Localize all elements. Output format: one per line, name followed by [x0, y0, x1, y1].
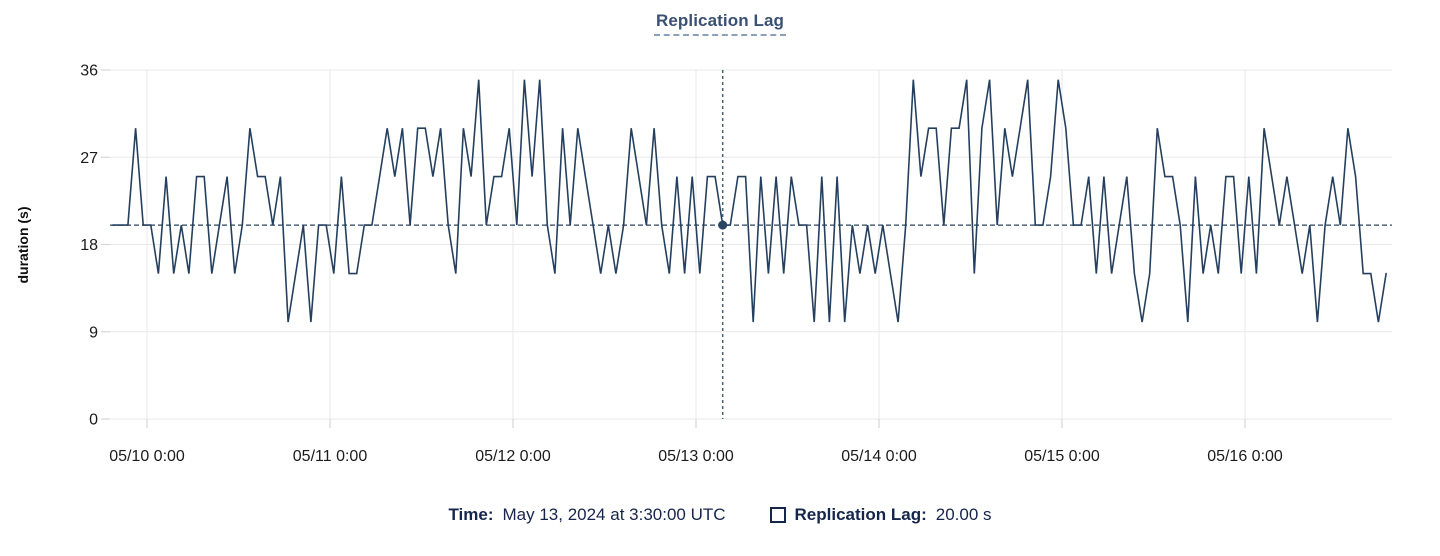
chart-title[interactable]: Replication Lag [653, 11, 787, 36]
x-tick-label: 05/14 0:00 [841, 448, 917, 465]
replication-lag-line [111, 79, 1387, 323]
x-tick-label: 05/13 0:00 [658, 448, 734, 465]
y-tick-label: 0 [89, 412, 98, 429]
x-tick-label: 05/11 0:00 [293, 448, 368, 465]
y-tick-label: 27 [80, 150, 98, 167]
legend-square-icon[interactable] [769, 507, 786, 523]
y-axis-tick-labels: 0 9 18 27 36 [80, 63, 98, 429]
legend-series-label: Replication Lag: [794, 505, 927, 524]
x-axis-tick-labels: 05/10 0:00 05/11 0:00 05/12 0:00 05/13 0:00… [109, 448, 1283, 465]
x-tick-label: 05/16 0:00 [1207, 448, 1283, 465]
x-tick-label: 05/10 0:00 [109, 448, 185, 465]
x-tick-label: 05/15 0:00 [1024, 448, 1100, 465]
y-axis-title: duration (s) [15, 207, 31, 284]
x-tick-label: 05/12 0:00 [475, 448, 551, 465]
legend-item-replication-lag[interactable]: Replication Lag: 20.00 s [769, 505, 992, 525]
chart-header: Replication Lag [0, 11, 1440, 36]
gridlines [110, 69, 1392, 420]
axis-tick-marks [101, 69, 1246, 428]
y-tick-label: 9 [89, 324, 98, 341]
tooltip-time-label: Time: [448, 505, 494, 524]
y-tick-label: 18 [80, 237, 98, 254]
tooltip-time-value: May 13, 2024 at 3:30:00 UTC [502, 505, 726, 524]
chart-tooltip-footer: Time: May 13, 2024 at 3:30:00 UTC Replic… [0, 505, 1440, 525]
crosshair-point [718, 220, 728, 230]
y-tick-label: 36 [80, 63, 98, 80]
crosshair [110, 70, 1392, 419]
tooltip-series-value: 20.00 s [935, 505, 992, 524]
